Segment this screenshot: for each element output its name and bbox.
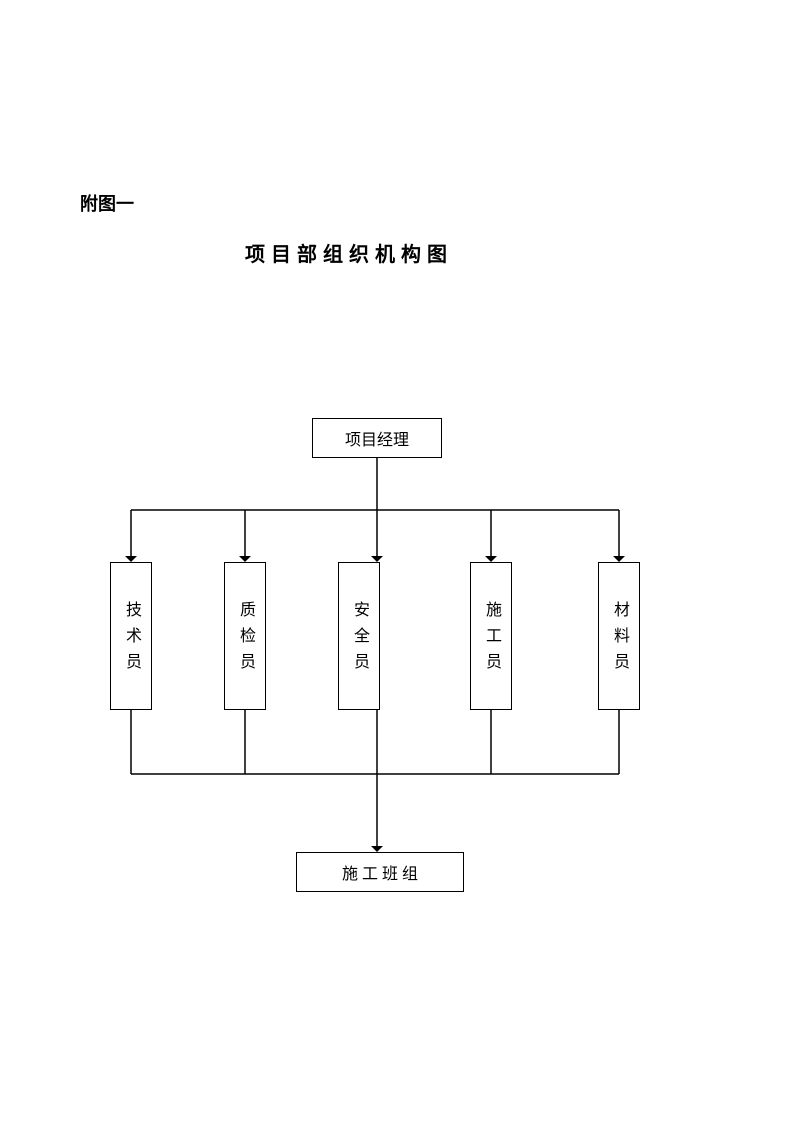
node-tech: 技术员 <box>110 562 152 710</box>
node-qc-label: 质检员 <box>233 601 257 679</box>
node-team-label: 施 工 班 组 <box>342 860 418 884</box>
node-safety-label: 安全员 <box>347 601 371 679</box>
node-construct-label: 施工员 <box>479 601 503 679</box>
page: 附图一 项目部组织机构图 项目经理 技术员 质检员 安全员 施工员 材料员 施 … <box>0 0 794 1123</box>
chart-title: 项目部组织机构图 <box>245 238 453 267</box>
appendix-heading: 附图一 <box>80 190 134 216</box>
node-qc: 质检员 <box>224 562 266 710</box>
node-material: 材料员 <box>598 562 640 710</box>
node-root: 项目经理 <box>312 418 442 458</box>
node-root-label: 项目经理 <box>345 426 409 450</box>
node-safety: 安全员 <box>338 562 380 710</box>
node-construct: 施工员 <box>470 562 512 710</box>
node-team: 施 工 班 组 <box>296 852 464 892</box>
node-tech-label: 技术员 <box>119 601 143 679</box>
node-material-label: 材料员 <box>607 601 631 679</box>
